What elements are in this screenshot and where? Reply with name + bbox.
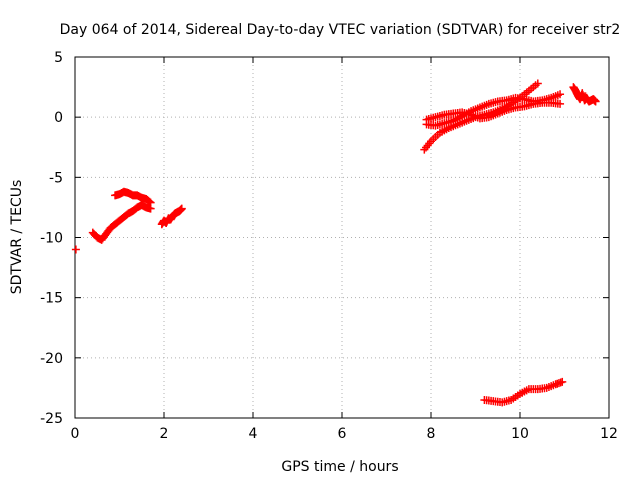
y-tick-label: -15 <box>40 291 63 307</box>
chart-title: Day 064 of 2014, Sidereal Day-to-day VTE… <box>60 22 621 38</box>
y-tick-label: 0 <box>54 110 63 126</box>
data-point <box>591 97 600 106</box>
y-tick-label: 5 <box>54 50 63 66</box>
series-arc-early-upper <box>111 187 155 207</box>
data-point <box>556 90 565 99</box>
x-axis-label: GPS time / hours <box>281 459 398 475</box>
axis-ticks: 0 2 4 6 8 10 12 -25 -20 -15 -10 -5 0 5 <box>40 50 618 442</box>
data-point <box>145 197 154 206</box>
x-tick-label: 10 <box>511 426 529 442</box>
x-tick-label: 2 <box>160 426 169 442</box>
series-arc-early-single <box>71 245 80 254</box>
x-tick-label: 0 <box>71 426 80 442</box>
y-axis-label: SDTVAR / TECUs <box>9 180 25 295</box>
x-tick-label: 12 <box>600 426 618 442</box>
data-point <box>558 377 567 386</box>
series-arc-late <box>569 83 600 106</box>
data-point <box>71 245 80 254</box>
data-point <box>177 204 186 213</box>
grid <box>75 57 609 418</box>
data-point <box>556 99 565 108</box>
data-points <box>71 79 600 407</box>
y-tick-label: -5 <box>49 170 63 186</box>
data-point <box>146 198 155 207</box>
series-arc-evening-c <box>422 98 565 124</box>
x-tick-label: 8 <box>427 426 436 442</box>
series-arc-early-lower <box>88 201 155 244</box>
series-arc-low <box>480 377 567 407</box>
y-tick-label: -10 <box>40 231 63 247</box>
x-tick-label: 4 <box>249 426 258 442</box>
series-arc-early-right <box>157 204 186 229</box>
y-tick-label: -25 <box>40 411 63 427</box>
x-tick-label: 6 <box>338 426 347 442</box>
y-tick-label: -20 <box>40 351 63 367</box>
data-point <box>533 79 542 88</box>
